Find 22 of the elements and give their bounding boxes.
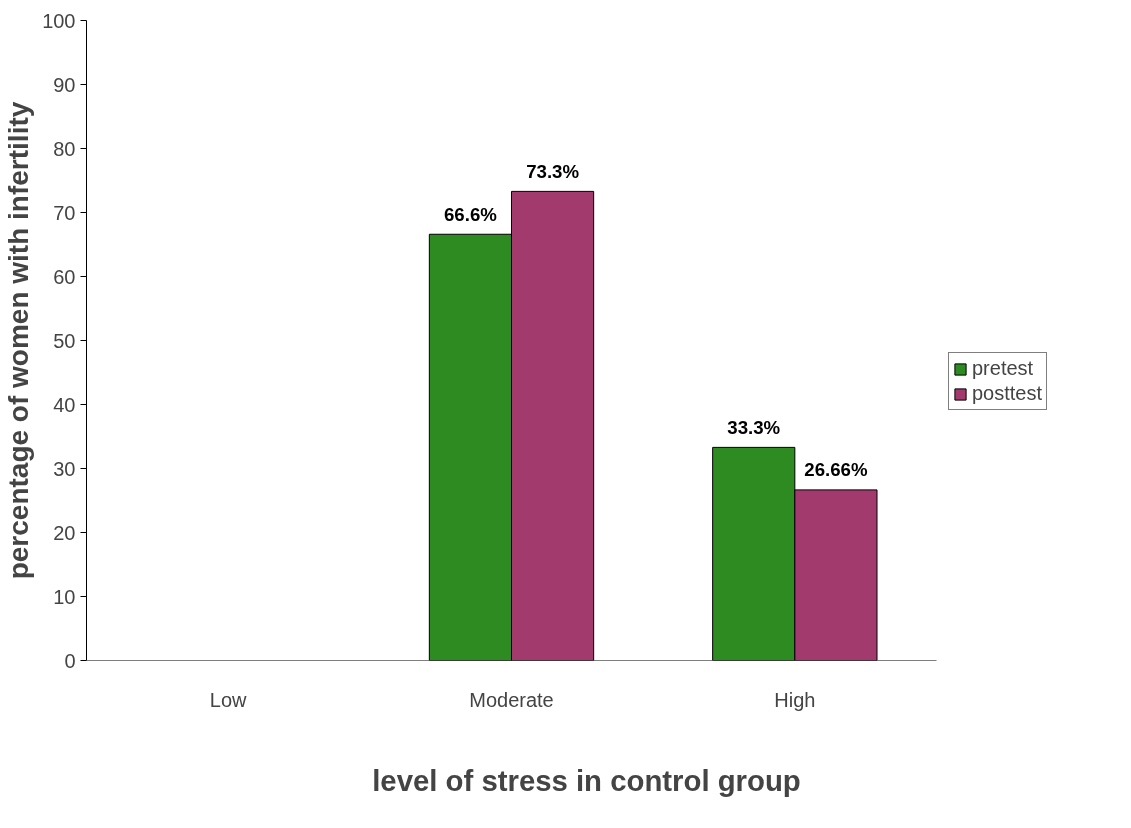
y-tick-label: 40 xyxy=(53,393,76,416)
y-tick-label: 0 xyxy=(64,649,76,672)
data-label: 73.3% xyxy=(526,160,580,182)
y-tick-label: 90 xyxy=(53,73,76,96)
x-tick-label: High xyxy=(774,688,816,711)
x-axis-title: level of stress in control group xyxy=(372,763,801,797)
y-tick-label: 30 xyxy=(53,457,76,480)
y-tick-label: 20 xyxy=(53,521,76,544)
y-tick-label: 80 xyxy=(53,137,76,160)
y-tick-label: 10 xyxy=(53,585,76,608)
y-tick-label: 100 xyxy=(42,9,76,32)
y-tick-label: 50 xyxy=(53,329,76,352)
x-tick-label: Low xyxy=(209,688,248,711)
data-label: 26.66% xyxy=(804,459,868,481)
y-tick-label: 70 xyxy=(53,201,76,224)
data-label: 33.3% xyxy=(727,416,781,438)
y-axis-title: percentage of women with infertility xyxy=(3,101,35,580)
x-tick-label: Moderate xyxy=(469,688,554,711)
legend-label: posttest xyxy=(972,382,1043,405)
data-label: 66.6% xyxy=(443,203,498,225)
legend-label: pretest xyxy=(972,357,1034,380)
y-tick-label: 60 xyxy=(53,265,76,288)
